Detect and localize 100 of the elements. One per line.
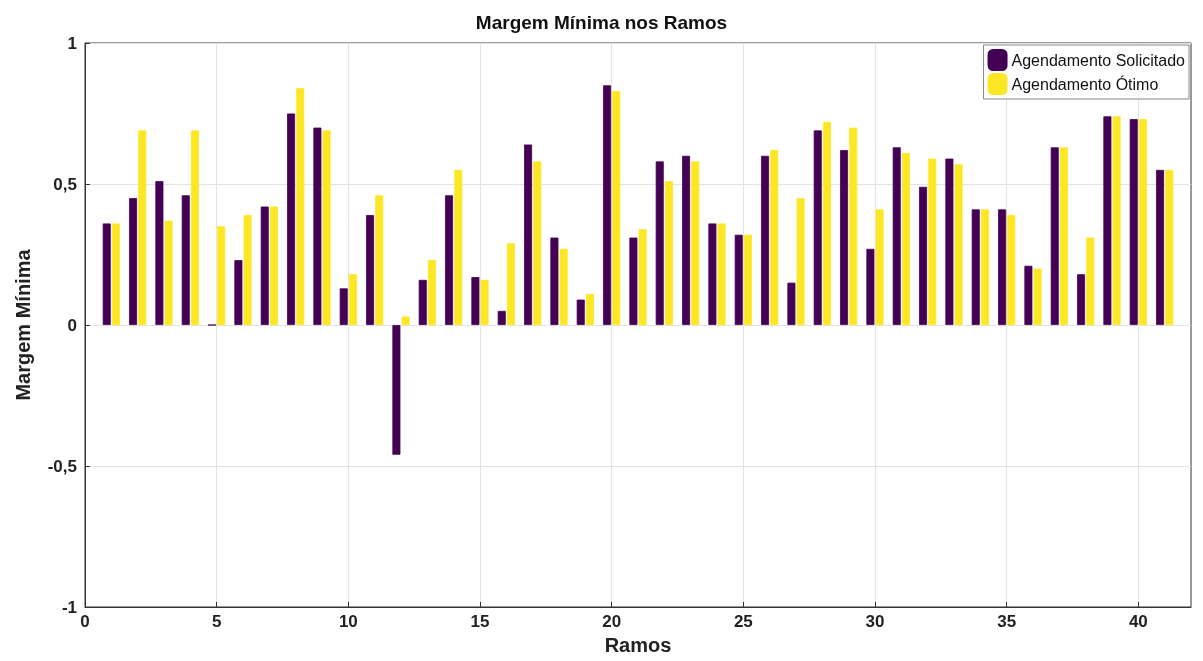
bar xyxy=(111,223,120,325)
bar xyxy=(260,206,269,325)
bar xyxy=(1033,268,1042,325)
bar xyxy=(822,121,831,325)
legend-label: Agendamento Solicitado xyxy=(1011,51,1186,69)
x-tick-label: 35 xyxy=(997,612,1017,631)
bar xyxy=(454,169,463,325)
bar xyxy=(1103,116,1112,325)
bar xyxy=(796,198,805,325)
bar xyxy=(243,215,252,325)
y-tick-label: 1 xyxy=(67,33,77,53)
bar xyxy=(1077,274,1086,325)
bar xyxy=(734,234,743,325)
bar xyxy=(296,88,305,325)
bar xyxy=(708,223,717,325)
x-tick-label: 10 xyxy=(338,612,358,631)
bar xyxy=(129,198,138,325)
y-tick-label: -0,5 xyxy=(47,456,77,476)
bar xyxy=(1129,119,1138,325)
bar xyxy=(664,181,673,325)
bar xyxy=(445,195,454,325)
bar xyxy=(954,164,963,325)
bar xyxy=(138,130,147,325)
bar xyxy=(392,325,401,455)
x-tick-label: 25 xyxy=(733,612,753,631)
bar xyxy=(287,113,296,325)
bar xyxy=(892,147,901,325)
bar xyxy=(638,229,647,325)
bar xyxy=(980,209,989,325)
bar xyxy=(533,161,542,325)
bar xyxy=(761,155,770,325)
bar xyxy=(1156,169,1165,325)
bar xyxy=(1007,215,1016,325)
bar xyxy=(866,248,875,325)
chart-title: Margem Mínima nos Ramos xyxy=(475,12,728,33)
bar xyxy=(181,195,190,325)
bar xyxy=(691,161,700,325)
y-tick-label: -1 xyxy=(61,597,77,617)
bar xyxy=(1165,169,1174,325)
bar xyxy=(155,181,164,325)
bar xyxy=(576,299,585,325)
bar xyxy=(585,293,594,325)
bar xyxy=(313,127,322,325)
bar xyxy=(849,127,858,325)
bar xyxy=(471,277,480,325)
bar xyxy=(366,215,375,325)
bar xyxy=(629,237,638,325)
bar xyxy=(1138,119,1147,325)
bar xyxy=(559,248,568,325)
bar xyxy=(875,209,884,325)
bar xyxy=(682,155,691,325)
bar xyxy=(375,195,384,325)
y-tick-label: 0 xyxy=(67,315,77,335)
bar xyxy=(401,316,410,325)
bar xyxy=(717,223,726,325)
bar xyxy=(603,85,612,325)
bar xyxy=(234,260,243,325)
x-tick-label: 0 xyxy=(80,612,90,631)
bar xyxy=(901,152,910,325)
bar xyxy=(1024,265,1033,325)
bar xyxy=(787,282,796,325)
bar xyxy=(743,234,752,325)
bar xyxy=(1086,237,1095,325)
bar xyxy=(418,279,427,325)
x-tick-label: 30 xyxy=(865,612,885,631)
bar xyxy=(655,161,664,325)
bar xyxy=(919,186,928,325)
bar xyxy=(322,130,331,325)
bar xyxy=(339,288,348,325)
y-tick-label: 0,5 xyxy=(53,174,77,194)
bar xyxy=(497,310,506,325)
bar xyxy=(164,220,173,325)
bar xyxy=(480,279,489,325)
x-axis-title: Ramos xyxy=(604,633,672,656)
bar xyxy=(348,274,357,325)
x-tick-label: 5 xyxy=(211,612,222,631)
y-axis-title: Margem Mínima xyxy=(12,248,34,401)
bar xyxy=(269,206,278,325)
bar xyxy=(102,223,111,325)
bar xyxy=(1050,147,1059,325)
bar xyxy=(770,150,779,325)
bar xyxy=(813,130,822,325)
bar xyxy=(840,150,849,325)
bar xyxy=(1112,116,1121,325)
bar xyxy=(971,209,980,325)
bar xyxy=(524,144,533,325)
x-tick-label: 20 xyxy=(602,612,622,631)
bar xyxy=(928,158,937,325)
bar xyxy=(945,158,954,325)
bar xyxy=(1059,147,1068,325)
bar xyxy=(998,209,1007,325)
bar xyxy=(427,260,436,325)
legend-label: Agendamento Ótimo xyxy=(1011,74,1159,93)
x-tick-label: 40 xyxy=(1128,612,1148,631)
bar xyxy=(612,90,621,325)
bar xyxy=(550,237,559,325)
x-tick-label: 15 xyxy=(470,612,490,631)
bar xyxy=(190,130,199,325)
bar xyxy=(506,243,515,325)
bar xyxy=(217,226,226,325)
